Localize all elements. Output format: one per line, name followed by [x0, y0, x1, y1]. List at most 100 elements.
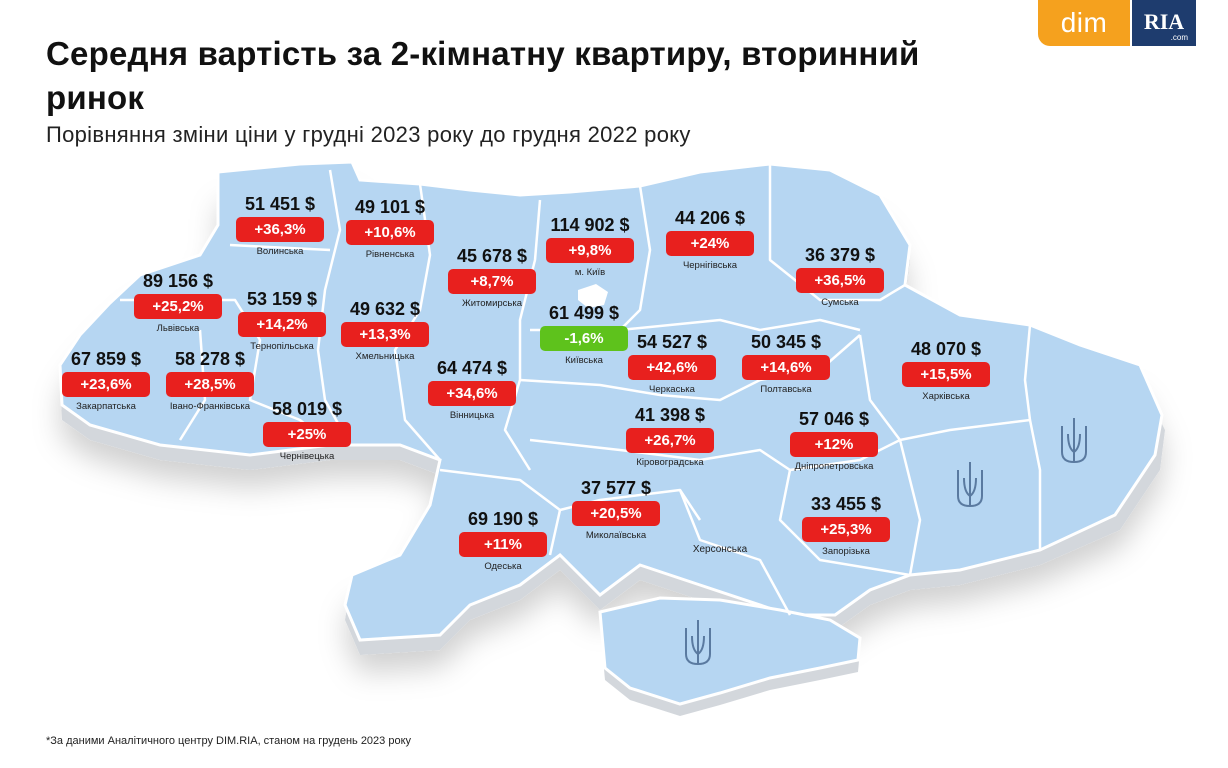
- region-chernihivska: 44 206 $ +24% Чернігівська: [666, 207, 754, 271]
- region-name: Закарпатська: [76, 401, 136, 412]
- region-mykolaivska: 37 577 $ +20,5% Миколаївська: [572, 477, 660, 541]
- region-price: 67 859 $: [70, 349, 142, 369]
- region-price: 48 070 $: [910, 339, 982, 359]
- region-price: 33 455 $: [810, 494, 882, 514]
- region-name: Полтавська: [760, 384, 812, 395]
- region-change-badge: +25%: [263, 422, 351, 447]
- region-name: Вінницька: [449, 410, 495, 421]
- region-ivano-frankivska: 58 278 $ +28,5% Івано-Франківська: [166, 348, 254, 412]
- trident-icon-luhanska: [1061, 418, 1087, 464]
- region-price: 49 101 $: [354, 197, 426, 217]
- region-price: 41 398 $: [634, 405, 706, 425]
- page-title: Середня вартість за 2-кімнатну квартиру,…: [46, 35, 920, 116]
- region-change-badge: +20,5%: [572, 501, 660, 526]
- region-price: 54 527 $: [636, 332, 708, 352]
- region-change-badge: +23,6%: [62, 372, 150, 397]
- region-zhytomyrska: 45 678 $ +8,7% Житомирська: [448, 245, 536, 309]
- region-name: Львівська: [156, 323, 200, 334]
- region-change-badge: +13,3%: [341, 322, 429, 347]
- region-price: 44 206 $: [674, 208, 746, 228]
- region-khersonska-name: Херсонська: [692, 544, 748, 555]
- region-price: 50 345 $: [750, 332, 822, 352]
- region-sumska: 36 379 $ +36,5% Сумська: [796, 244, 884, 308]
- region-vinnytska: 64 474 $ +34,6% Вінницька: [428, 357, 516, 421]
- region-name: Кіровоградська: [636, 457, 704, 468]
- region-odeska: 69 190 $ +11% Одеська: [459, 508, 547, 572]
- region-ternopilska: 53 159 $ +14,2% Тернопільська: [238, 288, 326, 352]
- dim-logo-text: dim: [1060, 7, 1108, 38]
- region-price: 37 577 $: [580, 478, 652, 498]
- dim-logo: dim: [1038, 0, 1130, 46]
- ria-logo-text: RIA: [1143, 9, 1185, 34]
- region-price: 58 278 $: [174, 349, 246, 369]
- region-rivnenska: 49 101 $ +10,6% Рівненська: [346, 196, 434, 260]
- region-change-badge: +42,6%: [628, 355, 716, 380]
- region-change-badge: +11%: [459, 532, 547, 557]
- region-change-badge: +36,3%: [236, 217, 324, 242]
- region-dnipropetrovska: 57 046 $ +12% Дніпропетровська: [790, 408, 878, 472]
- trident-icon-donetska: [957, 462, 983, 508]
- region-price: 36 379 $: [804, 245, 876, 265]
- region-change-badge: +8,7%: [448, 269, 536, 294]
- map-crimea: [598, 596, 862, 706]
- region-name: Черкаська: [649, 384, 695, 395]
- region-change-badge: -1,6%: [540, 326, 628, 351]
- region-name: Запорізька: [822, 546, 870, 557]
- region-change-badge: +10,6%: [346, 220, 434, 245]
- region-name: м. Київ: [574, 267, 606, 278]
- region-kyiv-city: 114 902 $ +9,8% м. Київ: [546, 214, 634, 278]
- region-price: 89 156 $: [142, 271, 214, 291]
- region-zaporizka: 33 455 $ +25,3% Запорізька: [802, 493, 890, 557]
- region-change-badge: +25,3%: [802, 517, 890, 542]
- region-change-badge: +28,5%: [166, 372, 254, 397]
- region-price: 61 499 $: [548, 303, 620, 323]
- footnote: *За даними Аналітичного центру DIM.RIA, …: [46, 735, 412, 747]
- region-cherkaska: 54 527 $ +42,6% Черкаська: [628, 331, 716, 395]
- region-change-badge: +14,6%: [742, 355, 830, 380]
- ria-logo: RIA .com: [1132, 0, 1196, 46]
- region-price: 53 159 $: [246, 289, 318, 309]
- region-change-badge: +26,7%: [626, 428, 714, 453]
- region-kyivska: 61 499 $ -1,6% Київська: [540, 302, 628, 366]
- region-name: Миколаївська: [585, 530, 647, 541]
- region-kharkivska: 48 070 $ +15,5% Харківська: [902, 338, 990, 402]
- region-price: 114 902 $: [550, 215, 630, 235]
- region-change-badge: +36,5%: [796, 268, 884, 293]
- region-change-badge: +24%: [666, 231, 754, 256]
- region-name: Тернопільська: [250, 341, 314, 352]
- region-name: Житомирська: [461, 298, 523, 309]
- trident-icon-crimea: [685, 620, 711, 666]
- page-subtitle: Порівняння зміни ціни у грудні 2023 року…: [46, 122, 691, 147]
- region-name: Сумська: [821, 297, 859, 308]
- region-volynska: 51 451 $ +36,3% Волинська: [236, 193, 324, 257]
- region-name: Київська: [565, 355, 603, 366]
- region-change-badge: +9,8%: [546, 238, 634, 263]
- region-price: 49 632 $: [349, 299, 421, 319]
- region-name: Рівненська: [365, 249, 415, 260]
- region-chernivetska: 58 019 $ +25% Чернівецька: [263, 398, 351, 462]
- region-price: 57 046 $: [798, 409, 870, 429]
- region-zakarpatska: 67 859 $ +23,6% Закарпатська: [62, 348, 150, 412]
- region-name: Дніпропетровська: [794, 461, 874, 472]
- region-kirovohradska: 41 398 $ +26,7% Кіровоградська: [626, 404, 714, 468]
- region-name: Чернівецька: [279, 451, 335, 462]
- region-name: Івано-Франківська: [169, 401, 251, 412]
- region-lvivska: 89 156 $ +25,2% Львівська: [134, 270, 222, 334]
- region-name: Одеська: [484, 561, 522, 572]
- region-change-badge: +15,5%: [902, 362, 990, 387]
- ria-logo-domain: .com: [1170, 33, 1188, 42]
- region-price: 51 451 $: [244, 194, 316, 214]
- region-khmelnytska: 49 632 $ +13,3% Хмельницька: [341, 298, 429, 362]
- region-price: 45 678 $: [456, 246, 528, 266]
- region-name: Харківська: [922, 391, 970, 402]
- region-name: Чернігівська: [682, 260, 738, 271]
- region-poltavska: 50 345 $ +14,6% Полтавська: [742, 331, 830, 395]
- region-change-badge: +34,6%: [428, 381, 516, 406]
- region-price: 69 190 $: [467, 509, 539, 529]
- region-change-badge: +12%: [790, 432, 878, 457]
- region-price: 58 019 $: [271, 399, 343, 419]
- kyiv-city-shape: [578, 284, 608, 308]
- region-change-badge: +14,2%: [238, 312, 326, 337]
- region-name: Хмельницька: [355, 351, 415, 362]
- region-name: Волинська: [256, 246, 304, 257]
